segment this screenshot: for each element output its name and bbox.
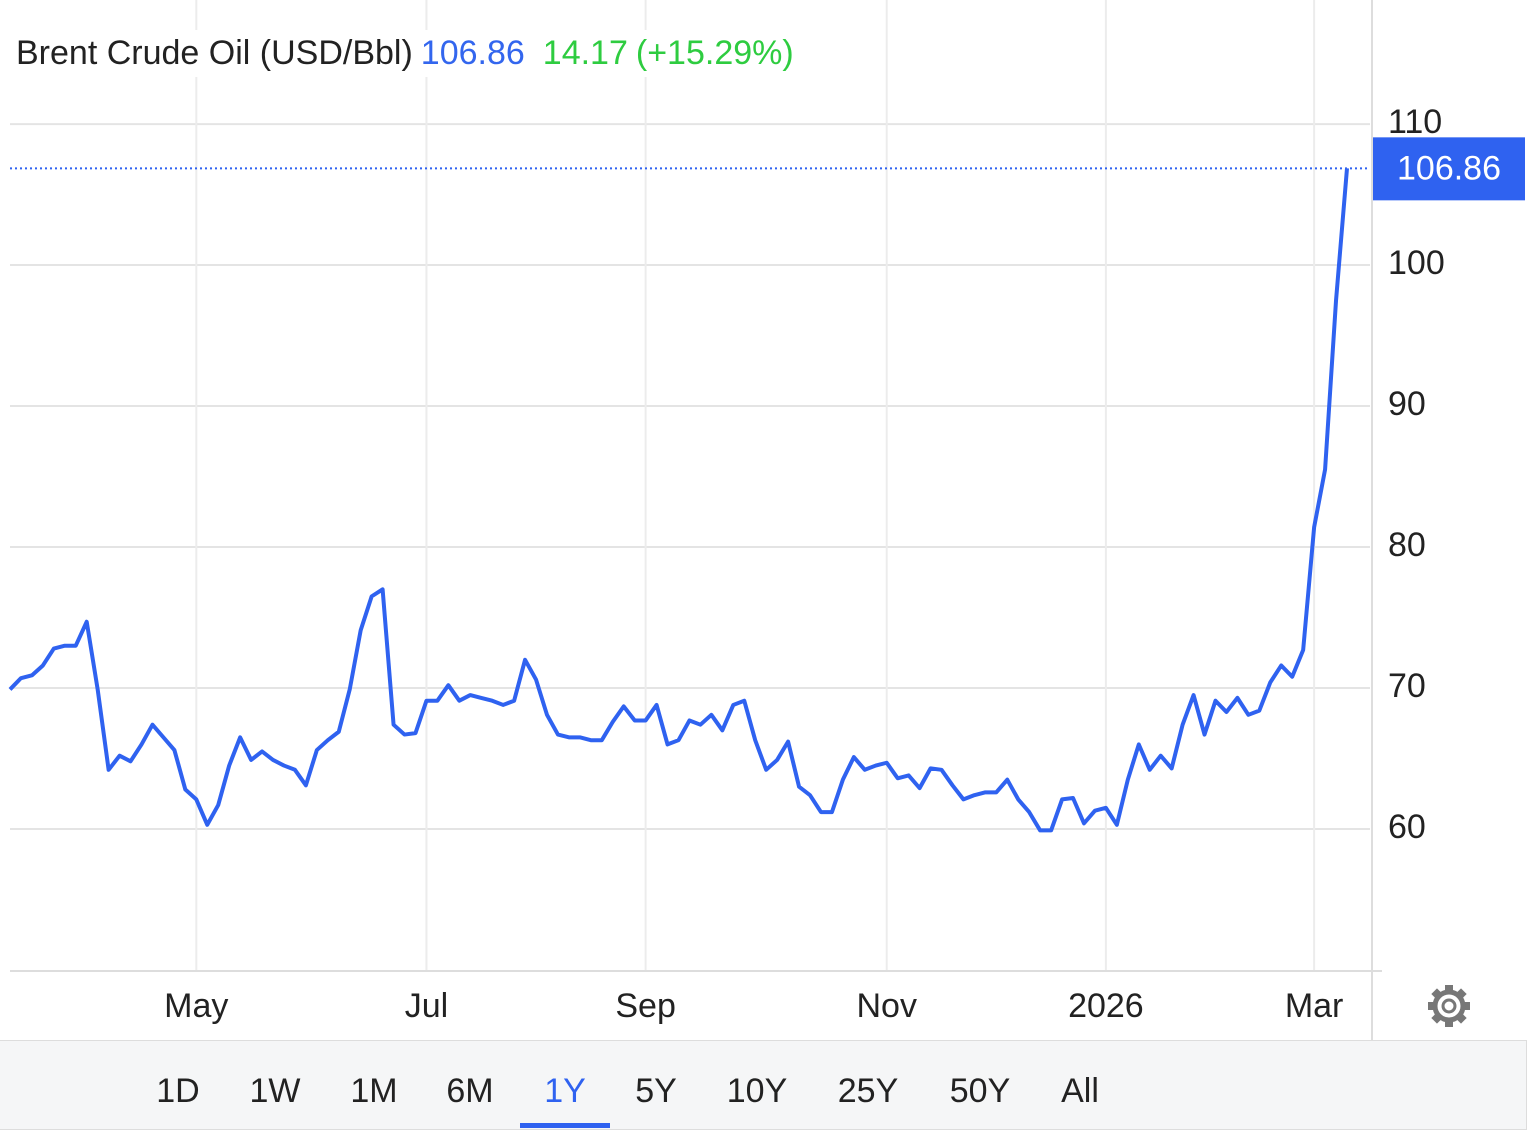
range-button[interactable]: 50Y bbox=[949, 1072, 1011, 1110]
range-button[interactable]: 1W bbox=[249, 1072, 301, 1110]
range-button[interactable]: 6M bbox=[446, 1072, 494, 1110]
gear-hole bbox=[1441, 998, 1457, 1014]
price-line bbox=[8, 168, 1349, 833]
y-tick-label: 100 bbox=[1388, 244, 1445, 282]
y-tick-label: 70 bbox=[1388, 667, 1426, 705]
y-tick-label: 60 bbox=[1388, 808, 1426, 846]
range-button[interactable]: 1D bbox=[156, 1072, 200, 1110]
x-tick-label: Jul bbox=[405, 987, 448, 1025]
range-button[interactable]: 10Y bbox=[726, 1072, 788, 1110]
range-button[interactable]: 5Y bbox=[635, 1072, 677, 1110]
settings-button[interactable] bbox=[1428, 985, 1470, 1027]
range-button[interactable]: 1Y bbox=[520, 1063, 610, 1128]
gear-ring bbox=[1432, 989, 1466, 1023]
range-bar: 1D 1W 1M 6M 1Y 5Y 10Y 25Y 50Y All bbox=[0, 1040, 1527, 1130]
x-tick-label: Sep bbox=[615, 987, 676, 1025]
y-tick-label: 90 bbox=[1388, 385, 1426, 423]
range-button[interactable]: 1M bbox=[350, 1072, 398, 1110]
x-tick-label: 2026 bbox=[1068, 987, 1144, 1025]
x-tick-label: May bbox=[164, 987, 228, 1025]
last-price-tag bbox=[1373, 137, 1525, 201]
x-tick-label: Mar bbox=[1285, 987, 1344, 1025]
price-change: 14.17 bbox=[542, 34, 628, 72]
price-change-percent: (+15.29%) bbox=[635, 34, 794, 72]
y-tick-label: 110 bbox=[1388, 103, 1442, 141]
range-button[interactable]: All bbox=[1061, 1072, 1099, 1110]
chart-header: Brent Crude Oil (USD/Bbl) 106.86 14.17 (+15… bbox=[8, 30, 802, 77]
last-price: 106.86 bbox=[420, 34, 525, 72]
range-button[interactable]: 25Y bbox=[837, 1072, 899, 1110]
last-price-tag-label: 106.86 bbox=[1397, 149, 1501, 187]
chart: 60 70 80 90 100 110 May Jul Sep Nov 2026 Mar 106.86 bbox=[8, 0, 1525, 1040]
y-tick-label: 80 bbox=[1388, 526, 1426, 564]
x-tick-label: Nov bbox=[856, 987, 916, 1025]
chart-title: Brent Crude Oil (USD/Bbl) bbox=[16, 34, 413, 72]
